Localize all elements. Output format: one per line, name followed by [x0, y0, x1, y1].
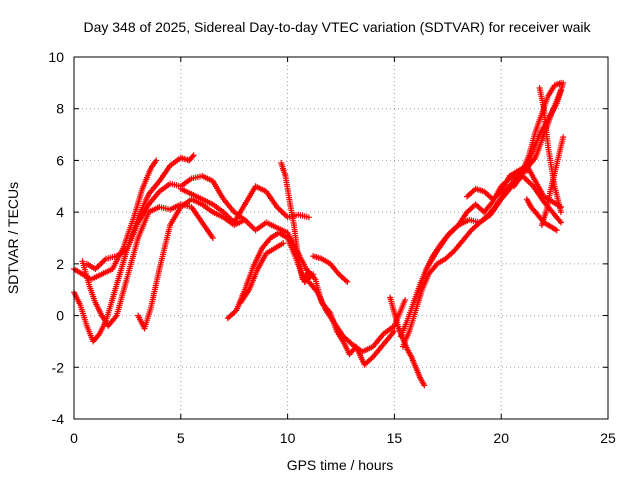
- series-22-markers: [523, 196, 560, 234]
- series-5-markers: [135, 196, 312, 332]
- y-tick-label: 10: [48, 49, 64, 65]
- series-4-markers: [83, 172, 248, 272]
- series-8: [237, 240, 287, 306]
- series-12: [387, 294, 428, 389]
- series-13: [397, 167, 530, 340]
- series-14: [399, 170, 526, 350]
- x-tick-labels: 0 5 10 15 20 25: [70, 430, 616, 446]
- y-tick-label: -4: [52, 411, 65, 427]
- x-tick-label: 20: [493, 430, 509, 446]
- x-axis-label: GPS time / hours: [287, 457, 394, 473]
- chart-title: Day 348 of 2025, Sidereal Day-to-day VTE…: [83, 19, 591, 35]
- y-tick-label: 2: [56, 256, 64, 272]
- series-21-markers: [538, 134, 567, 229]
- y-tick-label: 4: [56, 204, 64, 220]
- series-22: [523, 196, 560, 234]
- x-tick-label: 15: [387, 430, 403, 446]
- series-11-markers: [310, 253, 351, 285]
- data-points: [71, 79, 567, 389]
- series-4: [83, 172, 248, 272]
- series-14-markers: [399, 170, 526, 350]
- y-tick-label: -2: [52, 359, 65, 375]
- series-3-markers: [79, 201, 216, 329]
- x-tick-label: 25: [600, 430, 616, 446]
- y-tick-label: 0: [56, 308, 64, 324]
- series-10: [306, 279, 409, 355]
- series-13-markers: [397, 167, 530, 340]
- series-5: [135, 196, 312, 332]
- y-tick-label: 6: [56, 152, 64, 168]
- series-12-markers: [387, 294, 428, 389]
- y-tick-labels: -4 -2 0 2 4 6 8 10: [48, 49, 64, 427]
- series-8-markers: [237, 240, 287, 306]
- axis-ticks: [73, 56, 609, 420]
- plot-frame: [73, 56, 609, 420]
- series-11: [310, 253, 351, 285]
- series-19: [513, 79, 565, 185]
- x-tick-label: 10: [280, 430, 296, 446]
- series-19-markers: [513, 79, 565, 185]
- y-axis-label: SDTVAR / TECUs: [5, 182, 21, 294]
- series-21: [538, 134, 567, 229]
- series-3: [79, 201, 216, 329]
- grid-lines: [74, 57, 608, 419]
- y-tick-label: 8: [56, 101, 64, 117]
- x-tick-label: 5: [177, 430, 185, 446]
- series-10-markers: [306, 279, 409, 355]
- x-tick-label: 0: [70, 430, 78, 446]
